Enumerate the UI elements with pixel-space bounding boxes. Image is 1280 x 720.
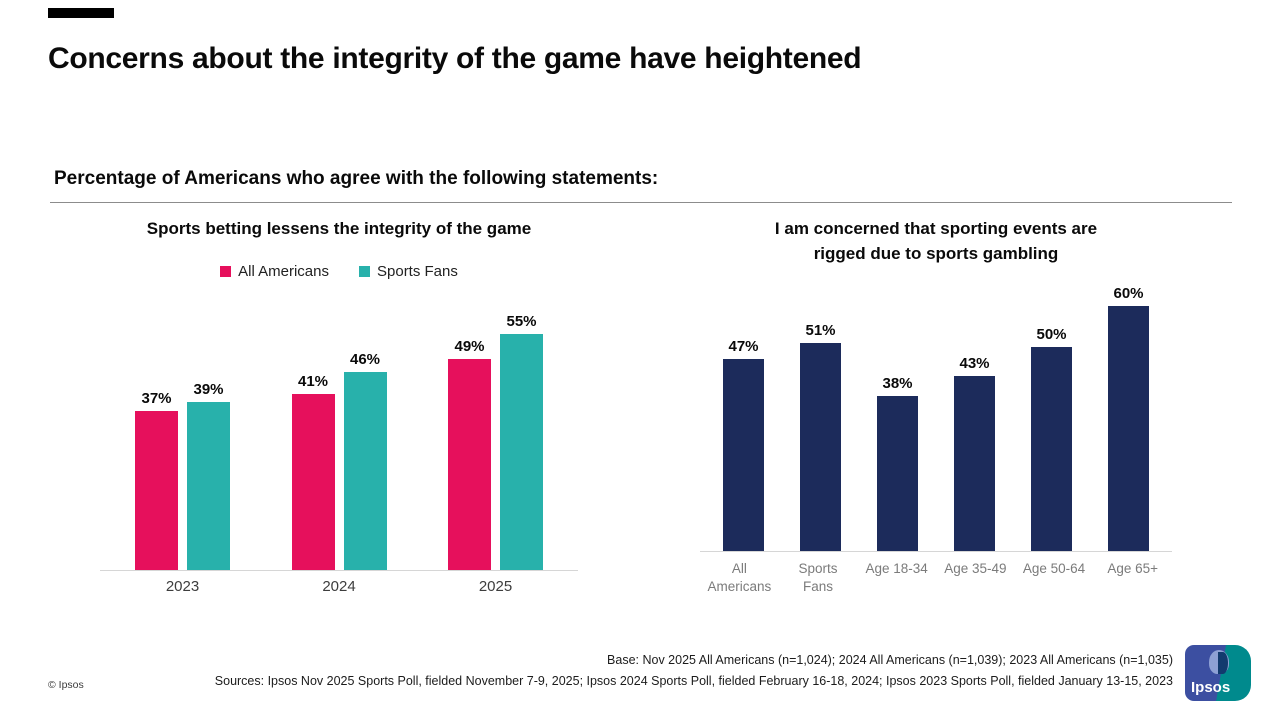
bar-value-label: 37%: [141, 389, 172, 407]
x-axis-label-age-18-34: Age 18-34: [865, 561, 928, 576]
bar-all-americans-2025: [448, 359, 491, 570]
legend-item-all-americans: All Americans: [220, 263, 329, 280]
legend-label: All Americans: [238, 263, 329, 280]
bar-column-all-americans-2023: 37%: [135, 390, 178, 570]
footnote-base: Base: Nov 2025 All Americans (n=1,024); …: [607, 653, 1173, 667]
chart-x-axis-labels: All Americans Sports Fans Age 18-34 Age 35-49…: [700, 560, 1172, 596]
bar-all-americans-2024: [291, 393, 335, 570]
x-axis-label-sports-fans: Sports Fans: [798, 561, 838, 594]
bar-sports-fans-2024: [343, 372, 387, 570]
x-axis-label-age-65-: Age 65+: [1107, 561, 1159, 576]
bar-age-18-34: [877, 395, 918, 551]
x-axis-label-2025: 2025: [478, 578, 513, 595]
bar-value-label: 38%: [882, 374, 913, 392]
bar-value-label: 41%: [297, 372, 329, 390]
x-axis-label-age-35-49: Age 35-49: [944, 561, 1007, 576]
bar-sports-fans-2025: [500, 333, 543, 570]
bar-value-label: 55%: [506, 312, 537, 330]
slide-accent-bar: [48, 8, 114, 18]
legend-label: Sports Fans: [377, 263, 458, 280]
bar-group-2023: 37% 39%: [135, 381, 230, 570]
bar-column-sports-fans-2024: 46%: [343, 351, 387, 570]
legend-swatch-icon: [359, 266, 370, 277]
bar-value-label: 43%: [959, 354, 990, 372]
bar-group-2024: 41% 46%: [291, 351, 387, 570]
chart-x-axis-labels: 2023 2024 2025: [100, 578, 578, 595]
ipsos-logo: Ipsos: [1185, 645, 1251, 701]
bar-column-age-65-: 60%: [1108, 285, 1149, 551]
divider-line: [50, 202, 1232, 203]
bar-value-label: 51%: [805, 321, 836, 339]
bar-value-label: 50%: [1036, 326, 1067, 343]
chart-title-line2: rigged due to sports gambling: [813, 244, 1059, 263]
bar-value-label: 39%: [193, 381, 224, 399]
legend-swatch-icon: [220, 266, 232, 277]
bar-value-label: 46%: [349, 351, 381, 369]
bar-column-all-americans-2025: 49%: [448, 338, 491, 570]
bar-column-age-35-49: 43%: [954, 355, 995, 551]
chart-sports-betting-integrity: Sports betting lessens the integrity of …: [100, 216, 578, 616]
bar-group-2025: 49% 55%: [448, 312, 543, 570]
copyright: © Ipsos: [48, 679, 84, 691]
ipsos-logo-text: Ipsos: [1191, 679, 1231, 696]
x-axis-label-all-americans: All Americans: [707, 561, 772, 594]
bar-age-50-64: [1031, 347, 1072, 551]
x-axis-label-2023: 2023: [165, 578, 200, 595]
chart-bars-area: 37% 39% 41% 46% 49% 55%: [100, 301, 578, 571]
bar-sports-fans: [800, 342, 841, 551]
bar-value-label: 49%: [454, 338, 485, 356]
bar-age-35-49: [954, 375, 995, 551]
legend-item-sports-fans: Sports Fans: [359, 263, 458, 280]
bar-column-all-americans: 47%: [723, 338, 764, 551]
chart-title: I am concerned that sporting events are r…: [680, 216, 1192, 266]
bar-column-age-50-64: 50%: [1031, 326, 1072, 551]
bar-column-all-americans-2024: 41%: [291, 372, 335, 570]
bar-column-sports-fans-2023: 39%: [187, 381, 230, 570]
chart-legend: All Americans Sports Fans: [100, 263, 578, 280]
chart-bars-area: 47% 51% 38% 43% 50% 60%: [700, 274, 1172, 552]
bar-column-sports-fans: 51%: [800, 322, 841, 551]
chart-rigged-concern: I am concerned that sporting events are r…: [700, 216, 1172, 616]
ipsos-logo-silhouette-icon: [1209, 650, 1229, 674]
bar-value-label: 60%: [1113, 285, 1144, 303]
bar-age-65-: [1108, 306, 1149, 551]
chart-title: Sports betting lessens the integrity of …: [146, 219, 532, 238]
x-axis-label-age-50-64: Age 50-64: [1022, 561, 1086, 576]
bar-all-americans: [723, 359, 764, 551]
page-title: Concerns about the integrity of the game…: [48, 42, 862, 75]
bar-sports-fans-2023: [187, 402, 230, 570]
bar-column-age-18-34: 38%: [877, 375, 918, 551]
x-axis-label-2024: 2024: [322, 578, 356, 595]
bar-value-label: 47%: [728, 338, 759, 356]
section-subtitle: Percentage of Americans who agree with t…: [54, 168, 659, 189]
chart-title-line1: I am concerned that sporting events are: [774, 219, 1098, 238]
footnote-sources: Sources: Ipsos Nov 2025 Sports Poll, fie…: [214, 674, 1173, 688]
footnote: Base: Nov 2025 All Americans (n=1,024); …: [215, 650, 1173, 692]
bar-all-americans-2023: [135, 410, 178, 570]
bar-column-sports-fans-2025: 55%: [500, 312, 543, 570]
